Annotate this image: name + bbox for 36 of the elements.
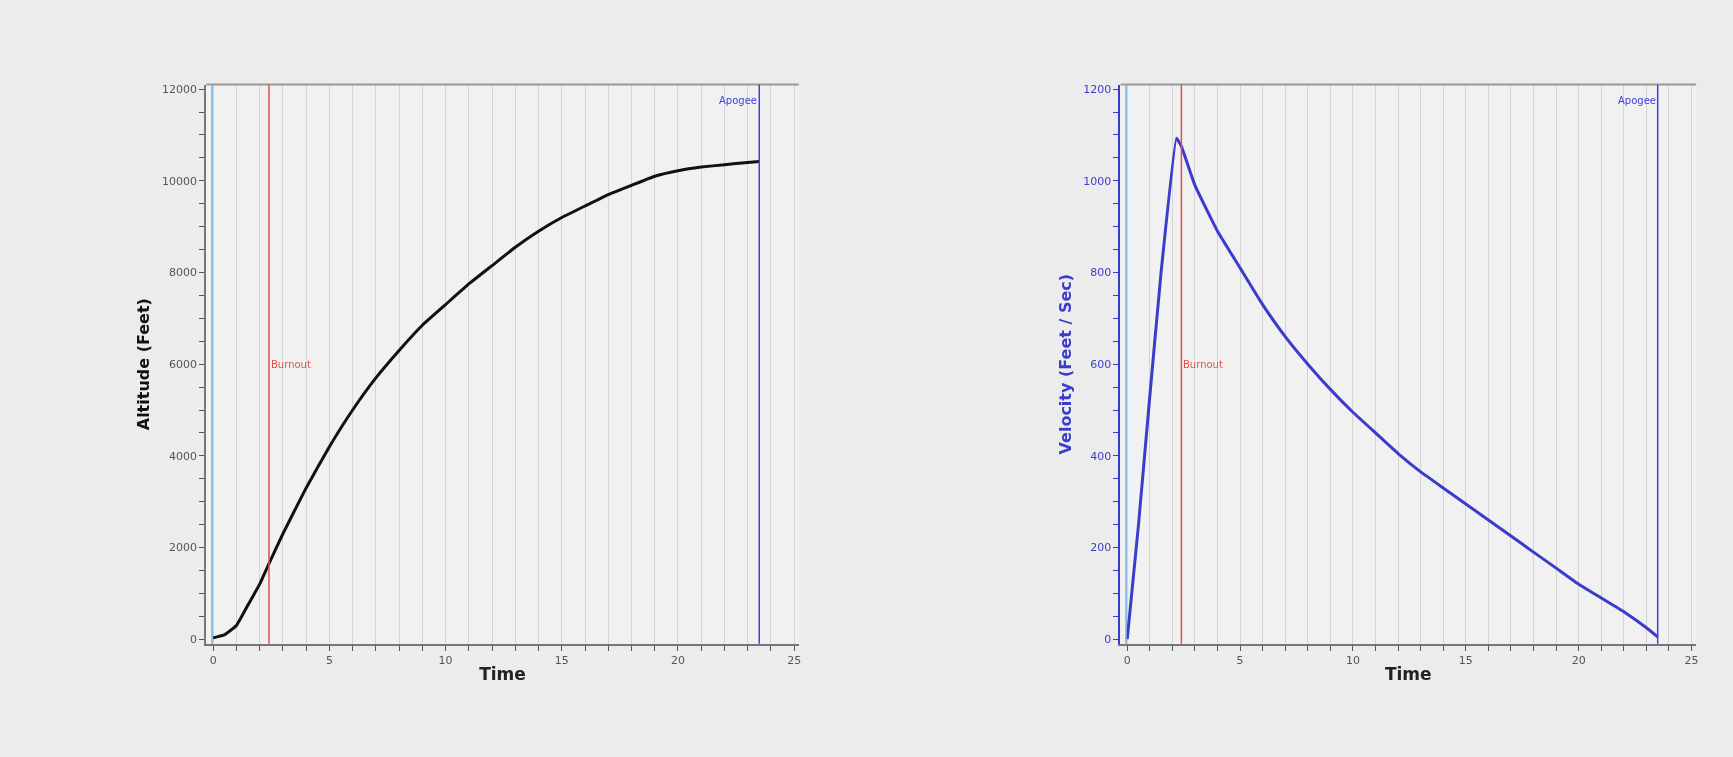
x-tick-label: 0 <box>1123 653 1131 667</box>
x-tick-label: 20 <box>1571 653 1586 667</box>
ref-line-label: Burnout <box>1183 359 1223 370</box>
x-tick-label: 15 <box>1458 653 1473 667</box>
line-series <box>1125 136 1660 641</box>
y-axis-title: Altitude (Feet) <box>134 298 154 431</box>
y-tick-label: 800 <box>1090 266 1112 280</box>
y-axis-title: Velocity (Feet / Sec) <box>1055 273 1075 455</box>
x-tick-label: 5 <box>325 653 333 667</box>
x-tick-label: 5 <box>1236 653 1244 667</box>
y-tick-label: 1200 <box>1083 82 1112 96</box>
x-axis-title: Time <box>1384 663 1432 684</box>
y-tick-label: 8000 <box>169 266 198 280</box>
x-tick-label: 0 <box>209 653 217 667</box>
y-tick-label: 0 <box>190 633 198 647</box>
x-tick-label: 25 <box>1684 653 1699 667</box>
y-tick-label: 400 <box>1090 449 1112 463</box>
ref-line-label: Apogee <box>1618 95 1656 106</box>
x-axis-title: Time <box>479 663 526 684</box>
x-tick-label: 20 <box>670 653 685 667</box>
line-series <box>211 160 761 640</box>
x-tick-label: 10 <box>438 653 453 667</box>
y-tick-label: 12000 <box>162 82 198 96</box>
y-tick-label: 0 <box>1104 633 1112 647</box>
y-tick-label: 6000 <box>169 358 198 372</box>
y-tick-label: 2000 <box>169 541 198 555</box>
x-tick-label: 10 <box>1345 653 1360 667</box>
y-tick-label: 600 <box>1090 358 1112 372</box>
y-tick-label: 10000 <box>162 174 198 188</box>
ref-line-label: Apogee <box>719 95 757 106</box>
y-tick-label: 200 <box>1090 541 1112 555</box>
y-tick-label: 4000 <box>169 449 198 463</box>
y-tick-label: 1000 <box>1083 174 1112 188</box>
ref-line-label: Burnout <box>271 359 311 370</box>
x-tick-label: 25 <box>787 653 802 667</box>
x-tick-label: 15 <box>554 653 569 667</box>
